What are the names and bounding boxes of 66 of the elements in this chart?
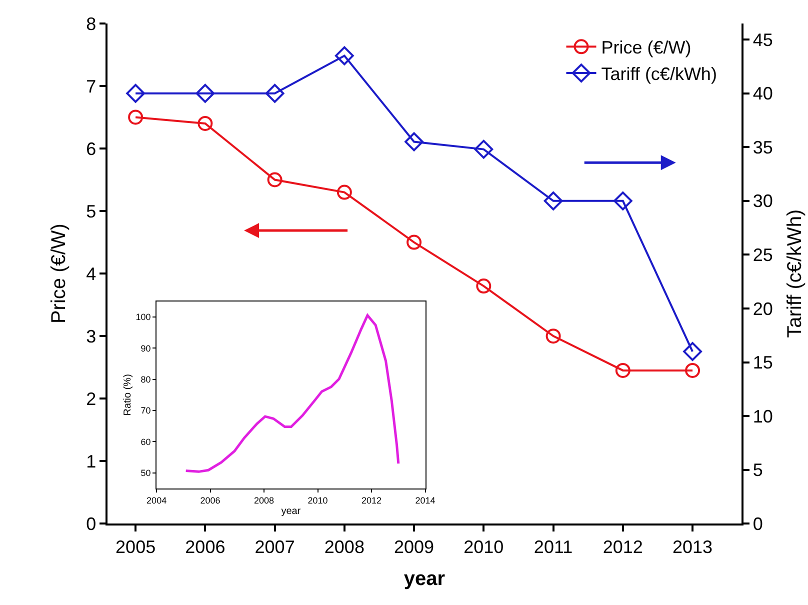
x-tick-label: 2012 bbox=[362, 495, 382, 506]
x-tick-label: 2009 bbox=[394, 537, 434, 558]
y2-tick-label: 40 bbox=[752, 84, 773, 104]
point bbox=[267, 172, 282, 188]
y-tick-label: 100 bbox=[136, 312, 151, 322]
y-tick-label: 6 bbox=[86, 138, 96, 159]
point bbox=[265, 84, 284, 103]
x-tick-label: 2006 bbox=[200, 495, 220, 506]
y-tick-label: 90 bbox=[140, 343, 151, 354]
y2-tick-label: 15 bbox=[752, 352, 773, 373]
point bbox=[613, 191, 632, 210]
y2-tick-label: 35 bbox=[752, 137, 773, 158]
point bbox=[544, 191, 563, 210]
x-tick-label: 2008 bbox=[254, 495, 274, 506]
y-tick-label: 50 bbox=[140, 468, 151, 478]
point bbox=[336, 184, 352, 200]
y-axis-title: Ratio (%) bbox=[122, 374, 134, 416]
legend-label: Price (€/W) bbox=[601, 38, 692, 58]
point bbox=[126, 84, 146, 103]
x-tick-label: 2011 bbox=[534, 537, 573, 558]
y2-tick-label: 10 bbox=[752, 406, 773, 426]
x-tick-label: 2014 bbox=[415, 495, 436, 506]
x-tick-label: 2010 bbox=[308, 495, 328, 506]
y2-tick-label: 20 bbox=[752, 298, 773, 319]
y2-tick-label: 25 bbox=[752, 245, 773, 266]
y-tick-label: 0 bbox=[86, 514, 96, 534]
x-tick-label: 2013 bbox=[672, 537, 713, 558]
x-tick-label: 2004 bbox=[146, 495, 167, 506]
point bbox=[404, 132, 424, 152]
point bbox=[683, 342, 702, 361]
y-tick-label: 1 bbox=[86, 451, 96, 472]
y-tick-label: 5 bbox=[86, 201, 96, 222]
x-tick-label: 2012 bbox=[602, 537, 643, 558]
y2-tick-label: 5 bbox=[752, 460, 763, 480]
y2-tick-label: 45 bbox=[752, 30, 773, 50]
x-axis-title: year bbox=[404, 568, 446, 590]
point bbox=[615, 362, 630, 378]
legend-label: Tariff (c€/kWh) bbox=[601, 64, 717, 84]
x-tick-label: 2006 bbox=[185, 537, 226, 558]
y-tick-label: 70 bbox=[140, 406, 151, 416]
y-tick-label: 8 bbox=[86, 14, 96, 34]
x-tick-label: 2005 bbox=[116, 537, 156, 558]
point bbox=[334, 46, 354, 66]
point bbox=[406, 234, 422, 250]
x-axis-title: year bbox=[281, 506, 302, 517]
point bbox=[128, 110, 144, 125]
y-tick-label: 4 bbox=[86, 264, 96, 284]
y-tick-label: 2 bbox=[86, 388, 96, 409]
point bbox=[196, 84, 215, 103]
line-series bbox=[184, 314, 400, 473]
point bbox=[474, 140, 494, 159]
y2-axis-title: Tariff (c€/kWh) bbox=[784, 209, 806, 338]
y2-tick-label: 0 bbox=[752, 514, 763, 534]
y-tick-label: 80 bbox=[140, 374, 151, 384]
point bbox=[685, 362, 700, 378]
point bbox=[198, 116, 213, 131]
point bbox=[546, 328, 561, 344]
y-tick-label: 7 bbox=[86, 76, 96, 96]
y2-tick-label: 30 bbox=[752, 191, 773, 212]
y-axis-title: Price (€/W) bbox=[48, 224, 70, 324]
x-tick-label: 2007 bbox=[254, 537, 295, 558]
x-tick-label: 2010 bbox=[464, 537, 504, 558]
y-tick-label: 60 bbox=[140, 436, 151, 447]
y-tick-label: 3 bbox=[86, 326, 96, 346]
point bbox=[476, 278, 492, 294]
x-tick-label: 2008 bbox=[324, 537, 364, 558]
